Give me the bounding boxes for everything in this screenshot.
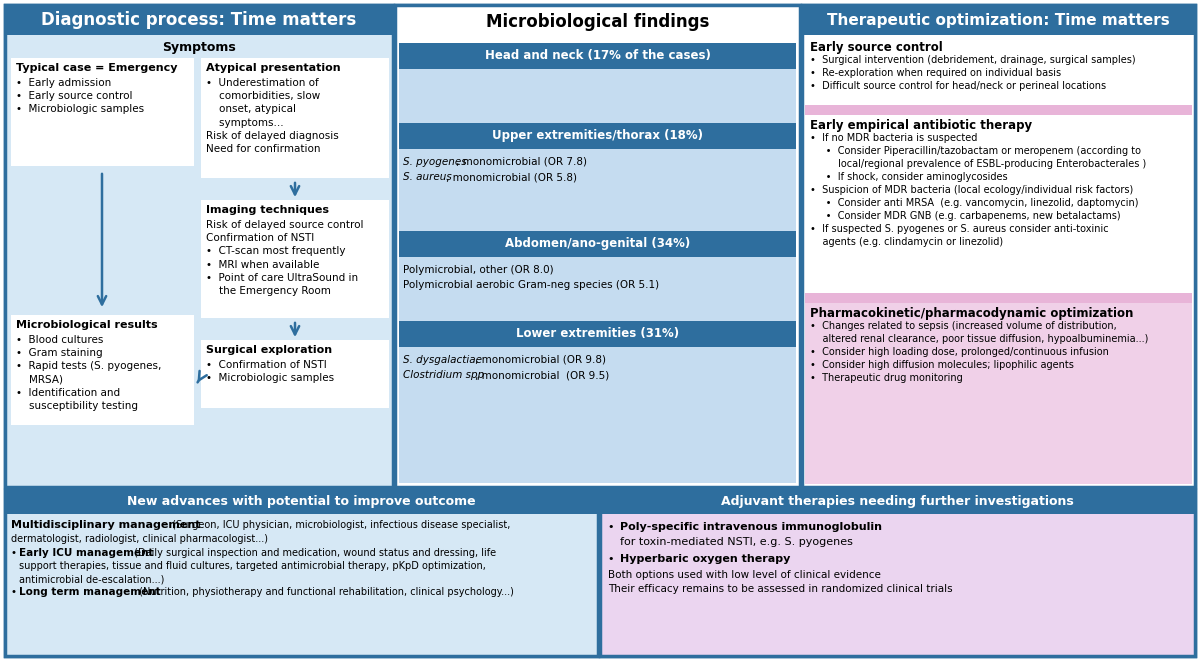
Text: Atypical presentation: Atypical presentation (206, 63, 341, 73)
Bar (600, 490, 1195, 514)
Text: , monomicrobial (OR 7.8): , monomicrobial (OR 7.8) (456, 157, 587, 167)
Text: Diagnostic process: Time matters: Diagnostic process: Time matters (41, 11, 356, 29)
Text: New advances with potential to improve outcome: New advances with potential to improve o… (127, 496, 476, 508)
Text: Head and neck (17% of the cases): Head and neck (17% of the cases) (485, 50, 710, 63)
Bar (398, 43, 796, 483)
Text: (Nutrition, physiotherapy and functional rehabilitation, clinical psychology...): (Nutrition, physiotherapy and functional… (136, 587, 514, 597)
Text: Imaging techniques: Imaging techniques (206, 205, 329, 215)
Text: Both options used with low level of clinical evidence: Both options used with low level of clin… (608, 570, 881, 580)
Bar (805, 303, 1192, 484)
Text: Polymicrobial, other (OR 8.0): Polymicrobial, other (OR 8.0) (403, 265, 553, 275)
Text: Lower extremities (31%): Lower extremities (31%) (516, 327, 679, 340)
Bar (11, 58, 194, 166)
Text: •  Confirmation of NSTI
•  Microbiologic samples: • Confirmation of NSTI • Microbiologic s… (206, 360, 334, 383)
Text: Polymicrobial aerobic Gram-neg species (OR 5.1): Polymicrobial aerobic Gram-neg species (… (403, 280, 659, 290)
Text: Early empirical antibiotic therapy: Early empirical antibiotic therapy (810, 119, 1032, 132)
Bar (398, 123, 796, 149)
Text: Pharmacokinetic/pharmacodynamic optimization: Pharmacokinetic/pharmacodynamic optimiza… (810, 307, 1133, 320)
Text: agents (e.g. clindamycin or linezolid): agents (e.g. clindamycin or linezolid) (810, 237, 1003, 247)
Text: altered renal clearance, poor tissue diffusion, hypoalbuminemia...): altered renal clearance, poor tissue dif… (810, 334, 1148, 344)
Text: •  If shock, consider aminoglycosides: • If shock, consider aminoglycosides (810, 172, 1008, 182)
Bar (802, 5, 1195, 487)
Bar (600, 490, 1195, 656)
Text: Early source control: Early source control (810, 41, 943, 54)
Text: •  Difficult source control for head/neck or perineal locations: • Difficult source control for head/neck… (810, 81, 1106, 91)
Bar (398, 321, 796, 347)
Bar (805, 37, 1192, 105)
Text: •: • (608, 554, 622, 564)
Text: Typical case = Emergency: Typical case = Emergency (16, 63, 178, 73)
Text: •  Consider anti MRSA  (e.g. vancomycin, linezolid, daptomycin): • Consider anti MRSA (e.g. vancomycin, l… (810, 198, 1139, 208)
Text: Risk of delayed source control
Confirmation of NSTI
•  CT-scan most frequently
•: Risk of delayed source control Confirmat… (206, 220, 364, 296)
Text: , monomicrobial  (OR 9.5): , monomicrobial (OR 9.5) (475, 370, 610, 380)
Bar (5, 490, 598, 656)
Text: , monomicrobial (OR 5.8): , monomicrobial (OR 5.8) (446, 172, 577, 182)
Text: •  If suspected S. pyogenes or S. aureus consider anti-toxinic: • If suspected S. pyogenes or S. aureus … (810, 224, 1109, 234)
Bar (202, 200, 389, 318)
Text: local/regional prevalence of ESBL-producing Enterobacterales ): local/regional prevalence of ESBL-produc… (810, 159, 1146, 169)
Text: •  Consider high diffusion molecules; lipophilic agents: • Consider high diffusion molecules; lip… (810, 360, 1074, 370)
Text: •  Consider MDR GNB (e.g. carbapenems, new betalactams): • Consider MDR GNB (e.g. carbapenems, ne… (810, 211, 1121, 221)
Text: Upper extremities/thorax (18%): Upper extremities/thorax (18%) (492, 130, 703, 143)
Text: Abdomen/ano-genital (34%): Abdomen/ano-genital (34%) (505, 237, 690, 251)
Text: •  Consider high loading dose, prolonged/continuous infusion: • Consider high loading dose, prolonged/… (810, 347, 1109, 357)
Text: , monomicrobial (OR 9.8): , monomicrobial (OR 9.8) (475, 355, 606, 365)
Text: dermatologist, radiologist, clinical pharmacologist...): dermatologist, radiologist, clinical pha… (11, 534, 268, 544)
Text: •  Underestimation of
    comorbidities, slow
    onset, atypical
    symptoms..: • Underestimation of comorbidities, slow… (206, 78, 338, 154)
Text: •  Therapeutic drug monitoring: • Therapeutic drug monitoring (810, 373, 962, 383)
Text: Clostridium spp: Clostridium spp (403, 370, 485, 380)
Text: •  Re-exploration when required on individual basis: • Re-exploration when required on indivi… (810, 68, 1061, 78)
Text: •  Suspicion of MDR bacteria (local ecology/individual risk factors): • Suspicion of MDR bacteria (local ecolo… (810, 185, 1133, 195)
Text: for toxin-mediated NSTI, e.g. S. pyogenes: for toxin-mediated NSTI, e.g. S. pyogene… (620, 537, 853, 547)
Bar (11, 315, 194, 425)
Text: antimicrobial de-escalation...): antimicrobial de-escalation...) (19, 574, 164, 584)
Text: •  Surgical intervention (debridement, drainage, surgical samples): • Surgical intervention (debridement, dr… (810, 55, 1135, 65)
Text: S. pyogenes: S. pyogenes (403, 157, 467, 167)
Bar (5, 5, 394, 487)
Text: Multidisciplinary management: Multidisciplinary management (11, 520, 200, 530)
Text: •  If no MDR bacteria is suspected: • If no MDR bacteria is suspected (810, 133, 977, 143)
Bar (805, 115, 1192, 293)
Bar (202, 340, 389, 408)
Text: •: • (11, 587, 24, 597)
Text: (Surgeon, ICU physician, microbiologist, infectious disease specialist,: (Surgeon, ICU physician, microbiologist,… (169, 520, 510, 530)
Text: Symptoms: Symptoms (162, 41, 236, 54)
Text: •: • (608, 522, 622, 532)
Bar (805, 293, 1192, 303)
Text: Therapeutic optimization: Time matters: Therapeutic optimization: Time matters (827, 13, 1170, 28)
Bar (5, 5, 394, 35)
Text: S. aureus: S. aureus (403, 172, 451, 182)
Bar (395, 5, 800, 487)
Text: Microbiological results: Microbiological results (16, 320, 157, 330)
Text: •: • (11, 548, 24, 558)
Bar (805, 105, 1192, 115)
Text: support therapies, tissue and fluid cultures, targeted antimicrobial therapy, pK: support therapies, tissue and fluid cult… (19, 561, 486, 571)
Text: •  Consider Piperacillin/tazobactam or meropenem (according to: • Consider Piperacillin/tazobactam or me… (810, 146, 1141, 156)
Text: S. dysgalactiae: S. dysgalactiae (403, 355, 482, 365)
Text: •  Blood cultures
•  Gram staining
•  Rapid tests (S. pyogenes,
    MRSA)
•  Ide: • Blood cultures • Gram staining • Rapid… (16, 335, 161, 411)
Text: Poly-specific intravenous immunoglobulin: Poly-specific intravenous immunoglobulin (620, 522, 882, 532)
Text: Microbiological findings: Microbiological findings (486, 13, 709, 31)
Bar (802, 5, 1195, 35)
Text: Hyperbaric oxygen therapy: Hyperbaric oxygen therapy (620, 554, 791, 564)
Text: Surgical exploration: Surgical exploration (206, 345, 332, 355)
Text: •  Early admission
•  Early source control
•  Microbiologic samples: • Early admission • Early source control… (16, 78, 144, 114)
Text: Long term management: Long term management (19, 587, 161, 597)
Text: Their efficacy remains to be assessed in randomized clinical trials: Their efficacy remains to be assessed in… (608, 584, 953, 594)
Bar (202, 58, 389, 178)
Bar (398, 43, 796, 69)
Text: •  Changes related to sepsis (increased volume of distribution,: • Changes related to sepsis (increased v… (810, 321, 1117, 331)
Bar (398, 231, 796, 257)
Text: Adjuvant therapies needing further investigations: Adjuvant therapies needing further inves… (721, 496, 1074, 508)
Text: Early ICU management: Early ICU management (19, 548, 154, 558)
Text: (Daily surgical inspection and medication, wound status and dressing, life: (Daily surgical inspection and medicatio… (131, 548, 496, 558)
Bar (5, 490, 598, 514)
